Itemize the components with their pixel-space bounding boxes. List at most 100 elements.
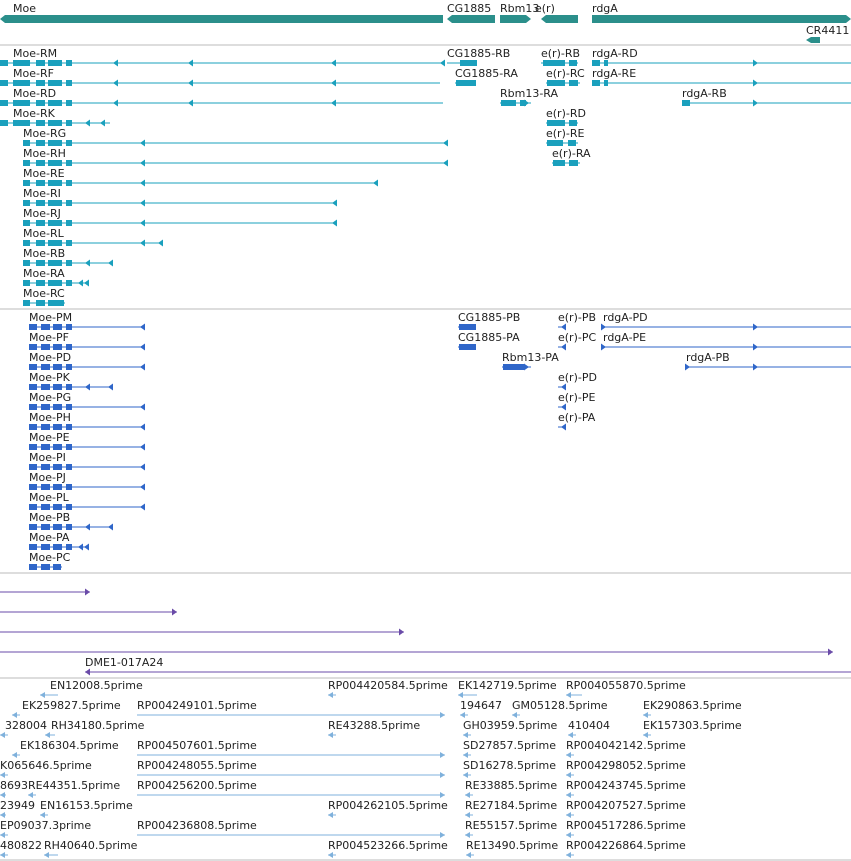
protein-feature[interactable]: e(r)-PC [558,331,596,351]
est-feature[interactable]: RH34180.5prime [45,719,145,738]
est-feature[interactable]: RP004523266.5prime [328,839,448,858]
est-feature[interactable]: RP004256200.5prime [137,779,445,798]
est-feature[interactable]: EK157303.5prime [643,719,742,738]
est-feature[interactable]: EK186304.5prime [12,739,119,758]
est-feature[interactable]: RE27184.5prime [465,799,557,818]
protein-feature[interactable]: rdgA-PB [685,351,851,371]
est-feature[interactable]: GM05128.5prime [512,699,608,718]
gene-feature[interactable]: CG1885 [447,2,495,23]
protein-feature[interactable]: rdgA-PE [601,331,851,351]
transcript-feature[interactable]: Moe-RB [23,247,113,267]
est-feature[interactable]: RP004055870.5prime [566,679,686,698]
protein-feature[interactable]: Moe-PG [29,391,145,411]
transcript-feature[interactable]: Moe-RL [23,227,163,247]
protein-feature[interactable]: CG1885-PB [458,311,520,330]
protein-feature[interactable]: Moe-PB [29,511,113,531]
gene-bar[interactable] [0,15,443,23]
transcript-feature[interactable]: Moe-RK [0,107,110,127]
est-feature[interactable]: RP004207527.5prime [566,799,686,818]
est-feature[interactable]: 23949 [0,799,35,818]
transcript-feature[interactable]: e(r)-RE [546,127,584,146]
est-feature[interactable]: SD27857.5prime [463,739,556,758]
clone-feature[interactable] [0,588,90,596]
est-feature[interactable]: SD16278.5prime [463,759,556,778]
transcript-feature[interactable]: rdgA-RE [592,67,851,87]
clone-feature[interactable] [0,608,177,616]
gene-bar[interactable] [447,15,495,23]
protein-feature[interactable]: Moe-PK [29,371,113,391]
est-feature[interactable]: RP004298052.5prime [566,759,686,778]
est-feature[interactable]: 194647 [460,699,502,718]
gene-feature[interactable]: Rbm13 [500,2,539,23]
protein-feature[interactable]: Moe-PC [29,551,71,570]
est-feature[interactable]: RE33885.5prime [465,779,557,798]
est-feature[interactable]: EK142719.5prime [458,679,557,698]
est-feature[interactable]: EP09037.3prime [0,819,91,838]
protein-feature[interactable]: Moe-PH [29,411,145,431]
est-feature[interactable]: EN12008.5prime [40,679,143,698]
transcript-feature[interactable]: rdgA-RB [682,87,851,107]
est-feature[interactable]: EK259827.5prime [12,699,121,718]
protein-feature[interactable]: Moe-PJ [29,471,145,491]
est-feature[interactable]: RE55157.5prime [465,819,557,838]
est-feature[interactable]: 328004 [0,719,47,738]
est-feature[interactable]: RP004517286.5prime [566,819,686,838]
protein-feature[interactable]: Moe-PE [29,431,145,451]
protein-feature[interactable]: Moe-PM [29,311,145,331]
protein-feature[interactable]: rdgA-PD [601,311,851,331]
est-feature[interactable]: 8693 [0,779,28,798]
transcript-feature[interactable]: Rbm13-RA [500,87,559,107]
transcript-feature[interactable]: Moe-RM [0,47,445,67]
protein-feature[interactable]: Moe-PA [29,531,89,551]
est-feature[interactable]: GH03959.5prime [463,719,558,738]
transcript-feature[interactable]: Moe-RI [23,187,337,207]
transcript-feature[interactable]: Moe-RH [23,147,448,167]
transcript-feature[interactable]: CG1885-RB [447,47,510,66]
est-feature[interactable]: RH40640.5prime [44,839,138,858]
gene-bar[interactable] [500,15,531,23]
protein-feature[interactable]: Moe-PL [29,491,145,511]
est-feature[interactable]: EN16153.5prime [40,799,133,818]
protein-feature[interactable]: Moe-PI [29,451,145,471]
protein-feature[interactable]: Moe-PF [29,331,145,351]
est-feature[interactable]: RE44351.5prime [28,779,120,798]
est-feature[interactable]: RP004507601.5prime [137,739,445,758]
protein-feature[interactable]: CG1885-PA [458,331,520,350]
protein-feature[interactable]: e(r)-PA [558,411,596,431]
protein-feature[interactable]: Rbm13-PA [502,351,559,371]
est-feature[interactable]: RP004262105.5prime [328,799,448,818]
gene-bar[interactable] [806,37,820,43]
transcript-feature[interactable]: Moe-RJ [23,207,337,227]
transcript-feature[interactable]: e(r)-RB [541,47,580,66]
gene-bar[interactable] [592,15,851,23]
est-feature[interactable]: EK290863.5prime [643,699,742,718]
gene-feature[interactable]: Moe [0,2,443,23]
est-feature[interactable]: RE13490.5prime [466,839,558,858]
transcript-feature[interactable]: e(r)-RA [552,147,591,166]
transcript-feature[interactable]: Moe-RG [23,127,448,147]
transcript-feature[interactable]: Moe-RF [0,67,440,87]
transcript-feature[interactable]: e(r)-RD [546,107,586,126]
clone-feature[interactable] [0,628,404,636]
protein-feature[interactable]: e(r)-PB [558,311,596,331]
transcript-feature[interactable]: Moe-RE [23,167,378,187]
transcript-feature[interactable]: rdgA-RD [592,47,851,67]
protein-feature[interactable]: e(r)-PD [558,371,597,391]
est-feature[interactable]: RP004226864.5prime [566,839,686,858]
gene-feature[interactable]: CR4411 [806,24,849,43]
est-feature[interactable]: RP004248055.5prime [137,759,445,778]
est-feature[interactable]: 410404 [568,719,610,738]
est-feature[interactable]: RP004042142.5prime [566,739,686,758]
est-feature[interactable]: K065646.5prime [0,759,92,778]
est-feature[interactable]: RP004236808.5prime [137,819,445,838]
gene-feature[interactable]: rdgA [592,2,851,23]
transcript-feature[interactable]: Moe-RD [0,87,443,107]
clone-feature[interactable] [0,648,833,656]
est-feature[interactable]: RP004249101.5prime [137,699,445,718]
est-feature[interactable]: RP004243745.5prime [566,779,686,798]
est-feature[interactable]: RP004420584.5prime [328,679,448,698]
transcript-feature[interactable]: e(r)-RC [546,67,585,86]
gene-feature[interactable]: e(r) [535,2,578,23]
est-feature[interactable]: 480822 [0,839,42,858]
est-feature[interactable]: RE43288.5prime [328,719,420,738]
